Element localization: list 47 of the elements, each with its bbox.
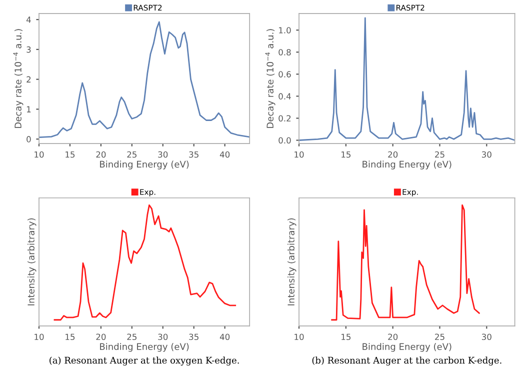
x-tick-label: 10 <box>34 334 44 340</box>
x-tick-label: 40 <box>220 334 230 340</box>
y-tick-label: 0.0 <box>278 137 291 144</box>
y-tick-label: 0.4 <box>278 93 291 100</box>
line-series <box>39 21 250 138</box>
x-tick-label: 20 <box>388 334 398 340</box>
x-tick-label: 25 <box>435 151 444 158</box>
x-tick-label: 10 <box>34 151 44 158</box>
x-tick-label: 30 <box>158 334 168 340</box>
x-axis-title: Binding Energy (eV) <box>100 160 189 170</box>
x-tick-label: 20 <box>388 151 398 158</box>
x-tick-label: 25 <box>127 151 136 158</box>
x-tick-label: 15 <box>342 334 350 340</box>
x-tick-label: 25 <box>127 334 136 340</box>
y-tick-label: 0.8 <box>278 49 291 56</box>
x-tick-label: 35 <box>189 334 198 340</box>
x-tick-label: 15 <box>66 334 75 340</box>
x-tick-label: 30 <box>158 151 168 158</box>
y-axis-title: Decay rate (10$^{−4}$ a.u.) <box>13 29 24 128</box>
y-tick-label: 0.6 <box>278 71 291 78</box>
x-tick-label: 35 <box>189 151 198 158</box>
y-tick-label: 1 <box>26 106 31 112</box>
y-tick-label: 0 <box>26 136 31 142</box>
x-axis-title: Binding Energy (eV) <box>362 343 452 352</box>
text: (a) Resonant Auger at the oxygen K-edge. <box>50 356 239 366</box>
x-tick-label: 10 <box>294 334 304 340</box>
x-tick-label: 15 <box>66 151 75 158</box>
line-series <box>299 17 515 141</box>
y-tick-label: 1.0 <box>279 27 291 34</box>
y-axis-title: Decay rate (10$^{−4}$ a.u.) <box>265 29 276 128</box>
x-tick-label: 25 <box>435 334 444 340</box>
x-tick-label: 40 <box>220 151 230 158</box>
x-tick-label: 20 <box>96 334 106 340</box>
x-tick-label: 10 <box>294 151 304 158</box>
x-tick-label: 30 <box>482 334 492 340</box>
y-tick-label: 4 <box>26 16 31 23</box>
y-tick-label: 0.2 <box>278 115 291 122</box>
text: (b) Resonant Auger at the carbon K-edge. <box>312 356 502 366</box>
y-axis-title: Intensity (arbitrary) <box>287 218 296 306</box>
x-axis-title: Binding Energy (eV) <box>362 160 452 170</box>
y-tick-label: 3 <box>26 46 31 53</box>
x-tick-label: 20 <box>96 151 106 158</box>
x-axis-title: Binding Energy (eV) <box>100 343 189 352</box>
y-tick-label: 2 <box>26 76 31 82</box>
y-axis-title: Intensity (arbitrary) <box>27 218 36 306</box>
x-tick-label: 30 <box>482 151 492 158</box>
x-tick-label: 15 <box>342 151 350 158</box>
